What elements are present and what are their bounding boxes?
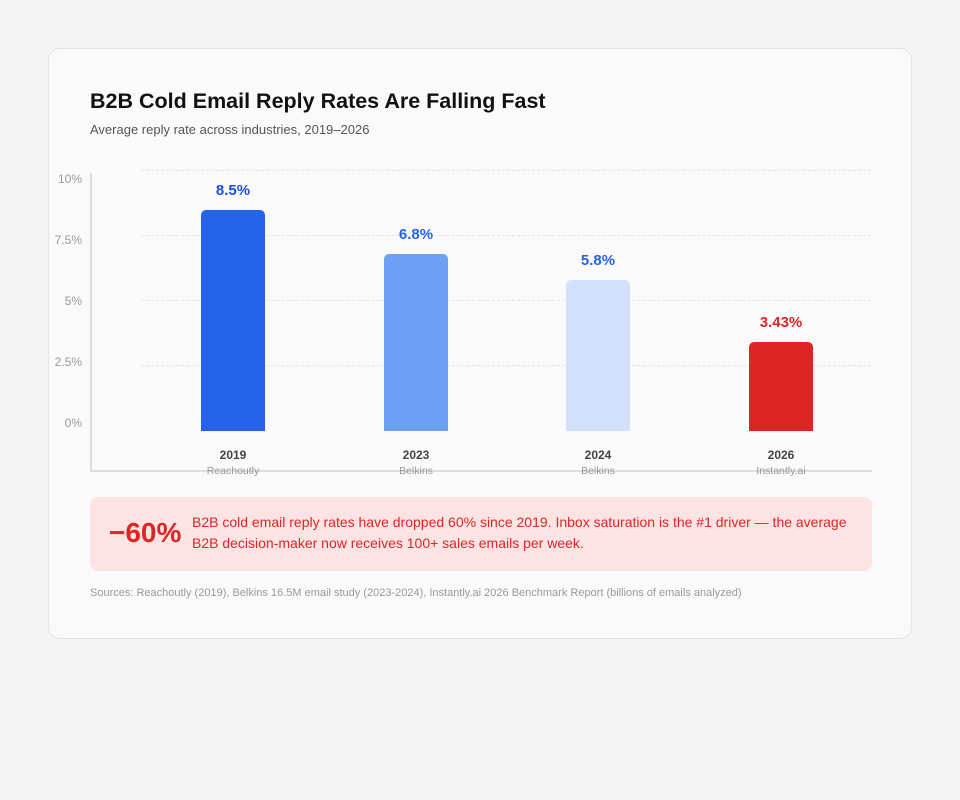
chart-subtitle: Average reply rate across industries, 20… (90, 122, 370, 137)
y-tick-label: 7.5% (54, 233, 82, 247)
bar-2026 (749, 342, 813, 431)
category-source: Belkins (581, 465, 615, 477)
bar-value-label: 6.8% (398, 226, 434, 243)
y-tick-label: 2.5% (54, 355, 82, 369)
gridline-10 (141, 170, 871, 171)
chart-card: B2B Cold Email Reply Rates Are Falling F… (48, 48, 912, 639)
gridline-5 (141, 300, 871, 301)
y-axis (90, 173, 92, 472)
category-year: 2023 (402, 448, 430, 462)
gridline-7-5 (141, 235, 871, 236)
callout-stat: −60% (109, 517, 182, 548)
bar-2024 (566, 280, 630, 431)
category-year: 2019 (219, 448, 247, 462)
bar-value-label: 3.43% (759, 314, 803, 331)
x-axis (90, 470, 872, 472)
chart-title: B2B Cold Email Reply Rates Are Falling F… (90, 89, 546, 113)
bar-chart: 10% 7.5% 5% 2.5% 0% 8.5% 2019 Reachoutly… (49, 49, 913, 489)
gridline-2-5 (141, 365, 871, 366)
category-source: Belkins (399, 465, 433, 477)
bar-value-label: 8.5% (215, 182, 251, 199)
callout-text: B2B cold email reply rates have dropped … (192, 514, 847, 551)
category-year: 2026 (767, 448, 795, 462)
bar-value-label: 5.8% (580, 252, 616, 269)
bar-2023 (384, 254, 448, 431)
y-tick-label: 0% (64, 416, 82, 430)
category-source: Reachoutly (206, 465, 260, 477)
y-tick-label: 10% (57, 172, 82, 186)
y-tick-label: 5% (64, 294, 82, 308)
category-source: Instantly.ai (756, 465, 806, 477)
category-year: 2024 (584, 448, 612, 462)
sources-footnote: Sources: Reachoutly (2019), Belkins 16.5… (90, 587, 742, 599)
bar-2019 (201, 210, 265, 431)
insight-callout: −60% B2B cold email reply rates have dro… (90, 497, 872, 571)
